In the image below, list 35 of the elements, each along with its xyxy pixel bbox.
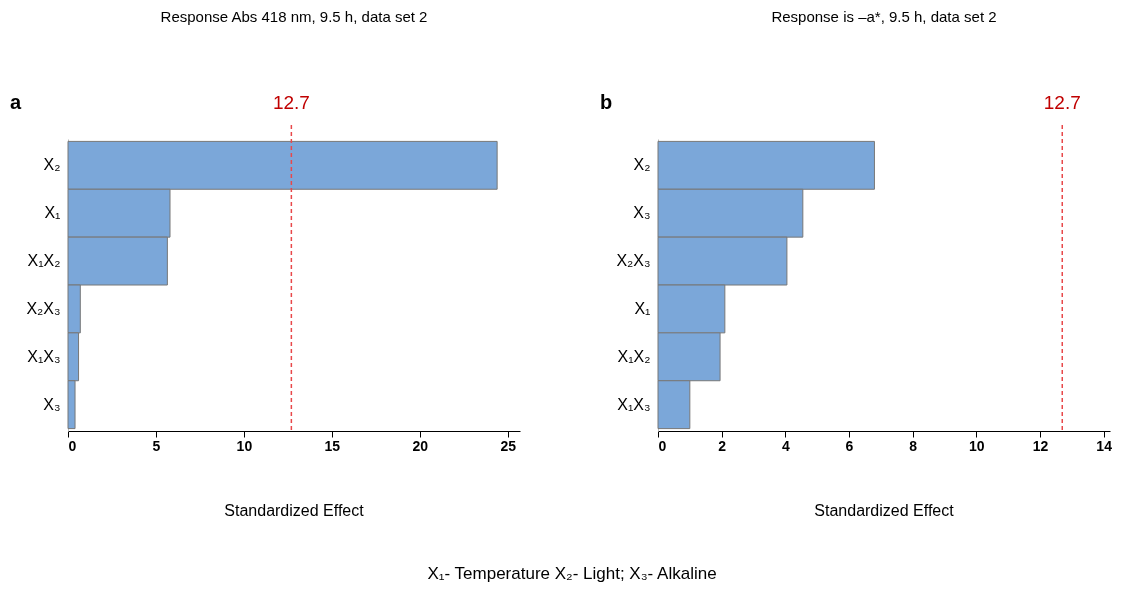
x-tick-label: 15 [324,437,341,454]
y-tick-label: X₁X₃ [27,347,61,365]
text: X₁- Temperature X₂- Light; X₃- Alkaline [426,564,718,584]
y-tick-label: X₂X₃ [616,252,651,270]
x-tick-label: 4 [781,437,790,454]
x-tick-label: 12 [1032,437,1049,454]
y-tick-label: X₃ [633,204,651,222]
y-tick-label: X₂X₃ [26,299,61,317]
x-tick-label: 0 [658,437,667,454]
ref-line-label: 12.7 [1043,92,1081,113]
x-tick-label: 2 [718,437,727,454]
x-axis-title: Standardized Effect [224,502,365,519]
chart-title: Response Abs 418 nm, 9.5 h, data set 2 [160,8,428,25]
y-tick-label: X₁X₂ [27,252,61,270]
y-tick-label: X₁ [634,299,651,317]
ref-line-label: 12.7 [272,92,310,113]
x-tick-label: 8 [909,437,918,454]
x-axis-title: Standardized Effect [814,502,955,519]
y-tick-label: X₂ [633,156,651,174]
text: a [10,91,22,113]
text: b [600,91,613,113]
y-tick-label: X₁ [44,204,61,222]
x-tick-label: 25 [500,437,517,454]
x-tick-label: 10 [969,437,985,454]
y-tick-label: X₁X₃ [617,395,651,413]
y-tick-label: X₂ [43,156,61,174]
x-tick-label: 0 [68,437,77,454]
chart-title: Response is –a*, 9.5 h, data set 2 [771,8,997,25]
x-tick-label: 14 [1096,437,1113,454]
x-tick-label: 10 [236,437,253,454]
x-tick-label: 6 [845,437,854,454]
x-tick-label: 20 [412,437,429,454]
y-tick-label: X₃ [43,395,61,413]
y-tick-label: X₁X₂ [617,347,651,365]
x-tick-label: 5 [152,437,161,454]
